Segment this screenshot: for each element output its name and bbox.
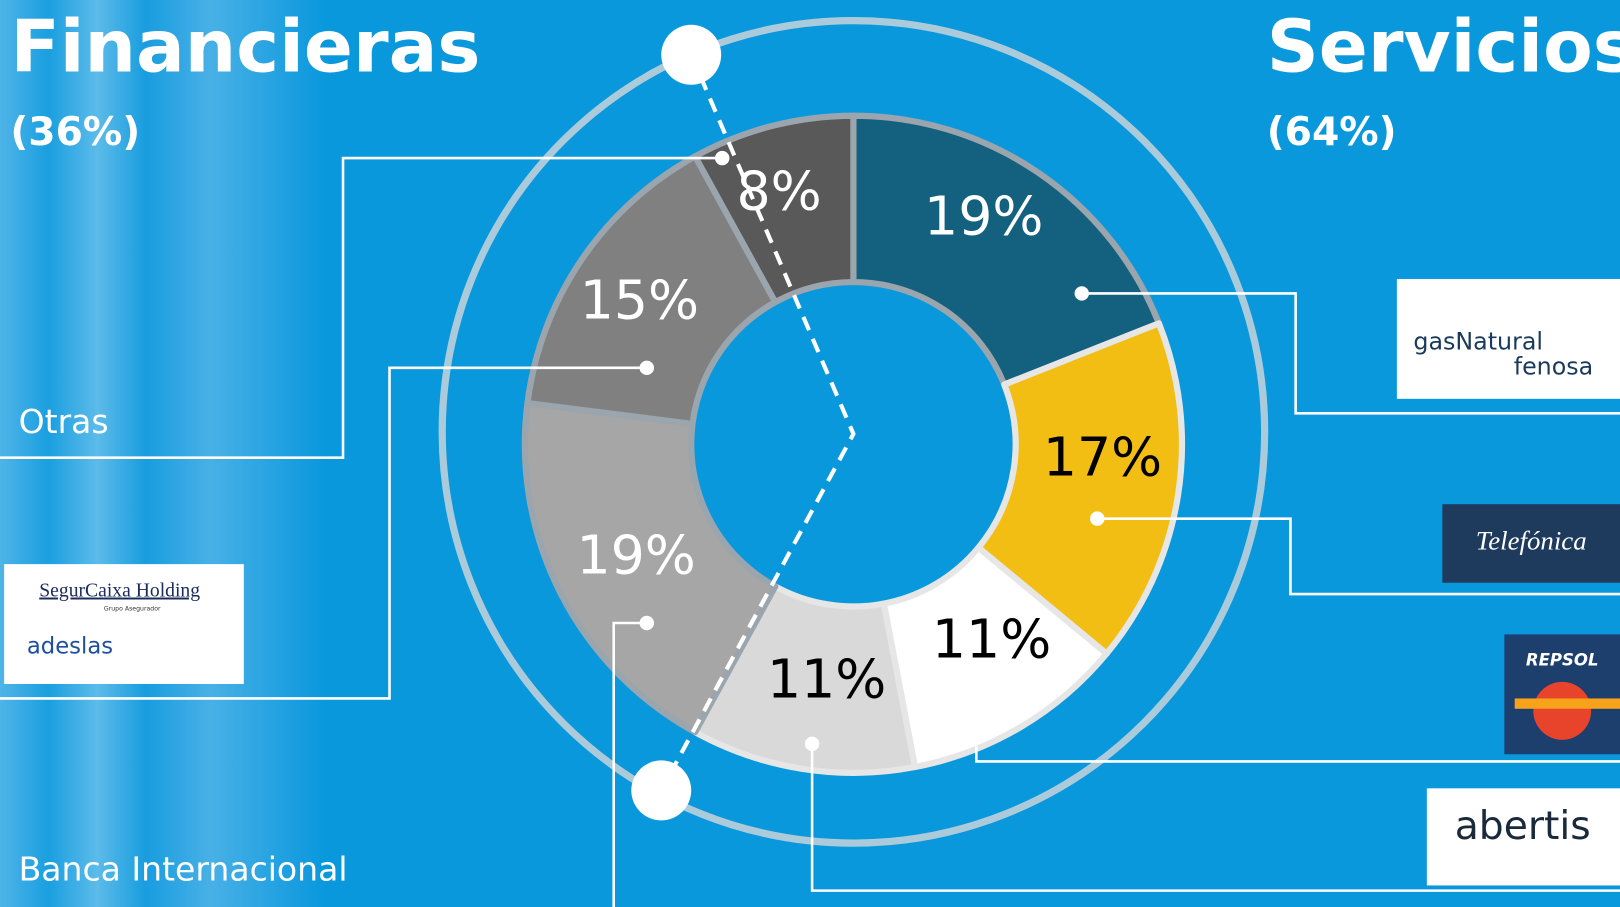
connector-dots [639,150,1105,752]
logo-shape [1533,681,1592,740]
value-label: 17% [1043,425,1162,488]
group-title: Servicios [1267,6,1620,90]
value-label: 19% [924,185,1043,248]
group-share: (36%) [10,110,140,155]
donut: 19%17%11%11%19%15%8% [521,112,1186,776]
logo-text: REPSOL [1526,651,1599,670]
logo-text: SegurCaixa Holding [39,581,200,602]
logo-shape [1514,698,1620,709]
label: Otras [19,402,109,441]
donut-segment [850,112,1163,388]
logo-text: abertis [1455,804,1591,849]
value-label: 11% [767,648,886,711]
connector [975,723,1620,763]
donut-segment [880,544,1110,771]
logo-box [1442,504,1620,583]
connector [0,366,647,700]
logo-text: Telefónica [1476,526,1587,556]
divider-dot [631,760,692,821]
logo-box [4,564,244,684]
logo-text: fenosa [1514,352,1593,380]
divider-dot [661,24,722,85]
donut-segment [975,320,1186,657]
group-share: (64%) [1267,110,1397,155]
connector [612,621,647,907]
connector [1097,517,1620,596]
group-title: Financieras [10,6,480,90]
connector [0,156,723,459]
outer-ring [438,17,1269,847]
logo-box [1426,788,1620,886]
value-label: 15% [580,268,699,331]
label: Banca Internacional [19,849,348,888]
donut-segment [692,112,857,306]
donut-segment [521,399,779,736]
donut-segment [524,153,779,428]
value-label: 11% [932,608,1051,671]
logo-text: Grupo Asegurador [104,606,161,613]
connector [810,743,1620,892]
connector [1081,292,1620,415]
logo-box [1396,278,1620,399]
value-label: 19% [576,523,695,586]
content: 19%17%11%11%19%15%8% Financieras (36%) S… [0,6,1620,907]
divider [659,53,856,792]
logo-text: adeslas [27,633,113,659]
logo-text: gasNatural [1413,328,1543,356]
